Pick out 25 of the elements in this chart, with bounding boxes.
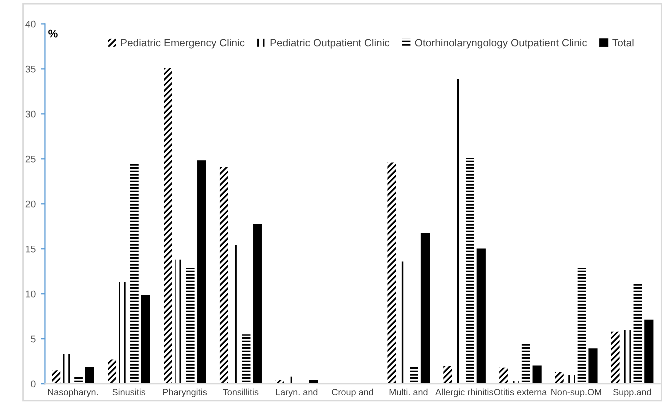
x-tick-label: Pharyngitis [163,388,208,398]
y-tick-label: 5 [31,336,36,343]
y-tick-label: 15 [26,246,36,253]
legend-label: Otorhinolaryngology Outpatient Clinic [415,39,588,49]
x-tick-label: Allergic rhinitis [436,388,494,398]
y-tick-label: 20 [26,200,36,208]
legend-label: Total [612,39,634,47]
x-tick-label: Tonsillitis [223,388,259,396]
x-tick-label: Non-sup.OM [552,389,602,398]
y-tick-label: 35 [26,66,36,73]
legend-label: Pediatric Outpatient Clinic [270,39,390,49]
x-tick-label: Laryn. and [276,388,318,398]
y-tick-label: 10 [26,290,36,298]
legend-label: Pediatric Emergency Clinic [121,39,245,49]
x-tick-label: Sinusitis [112,388,146,396]
x-tick-label: Croup and [332,388,374,398]
y-tick-label: 30 [26,110,36,118]
y-tick-label: 40 [26,20,36,28]
y-tick-label: 25 [26,156,36,163]
x-tick-label: Supp.and [613,388,652,398]
y-tick-label: 0 [31,380,36,388]
x-tick-label: Otitis externa [494,388,548,396]
y-axis-title: % [48,30,58,38]
x-tick-label: Multi. and [390,388,428,396]
x-tick-label: Nasopharyn. [48,388,98,398]
